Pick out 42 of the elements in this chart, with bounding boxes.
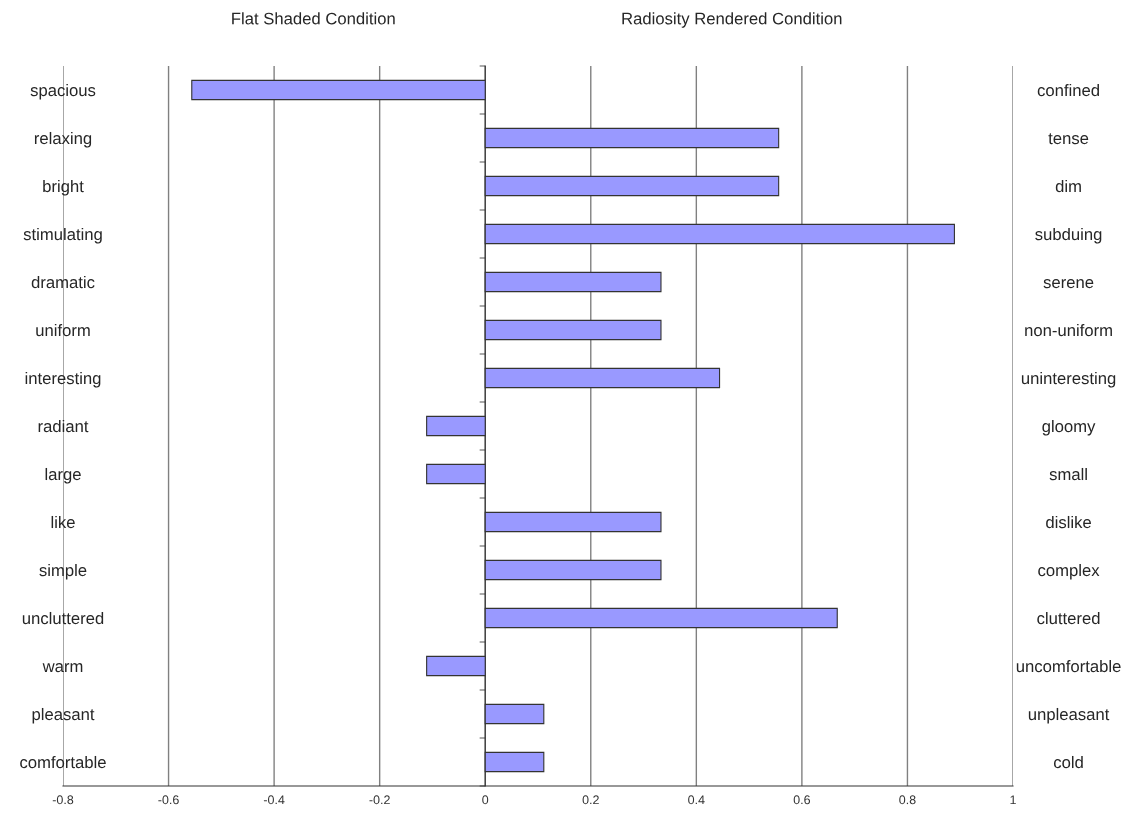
x-tick-label: 1 [1010,795,1016,805]
y-tick-label: bright [43,179,84,196]
y-tick-label: pleasant [32,707,95,724]
y-tick-label: uncluttered [22,611,104,625]
x-tick-label: 0.2 [582,795,599,805]
y2-tick-label: non-uniform [1025,323,1112,337]
y2-tick-label: confined [1037,83,1099,97]
y2-tick-label: gloomy [1042,419,1096,436]
y-tick-label: spacious [30,83,96,100]
y2-tick-label: cold [1053,755,1083,769]
y2-tick-label: tense [1048,133,1089,145]
y2-tick-label: serene [1043,279,1094,289]
y2-tick-label: complex [1038,563,1100,580]
y-tick-label: dramatic [31,275,95,289]
x-tick-label: 0.4 [688,795,705,805]
y2-tick-label: dislike [1046,515,1091,529]
text: Flat Shaded Condition [232,12,395,25]
y-tick-label: warm [42,663,83,673]
y-tick-label: uniform [36,323,90,337]
x-tick-label: 0.8 [899,795,916,805]
y-tick-label: simple [39,563,87,580]
y-tick-label: radiant [38,419,89,433]
y2-tick-label: unpleasant [1028,707,1110,724]
y-tick-label: comfortable [20,755,106,769]
text: Radiosity Rendered Condition [622,12,842,28]
y2-tick-label: uncomfortable [1016,659,1121,673]
x-tick-label: -0.8 [52,795,74,805]
y2-tick-label: cluttered [1037,611,1100,625]
x-tick-label: 0 [482,795,489,805]
x-tick-label: -0.4 [263,795,285,805]
y2-tick-label: uninteresting [1021,371,1116,388]
x-tick-label: 0.6 [793,795,811,805]
y-tick-label: stimulating [23,227,102,244]
y-tick-label: like [51,515,75,529]
x-tick-label: -0.2 [369,795,390,805]
y-tick-label: large [45,467,81,484]
y2-tick-label: dim [1055,179,1081,193]
y2-tick-label: subduing [1035,227,1102,244]
y-tick-label: interesting [25,371,101,388]
x-tick-label: -0.6 [158,795,179,805]
y-tick-label: relaxing [34,131,92,148]
y2-tick-label: small [1049,467,1087,481]
